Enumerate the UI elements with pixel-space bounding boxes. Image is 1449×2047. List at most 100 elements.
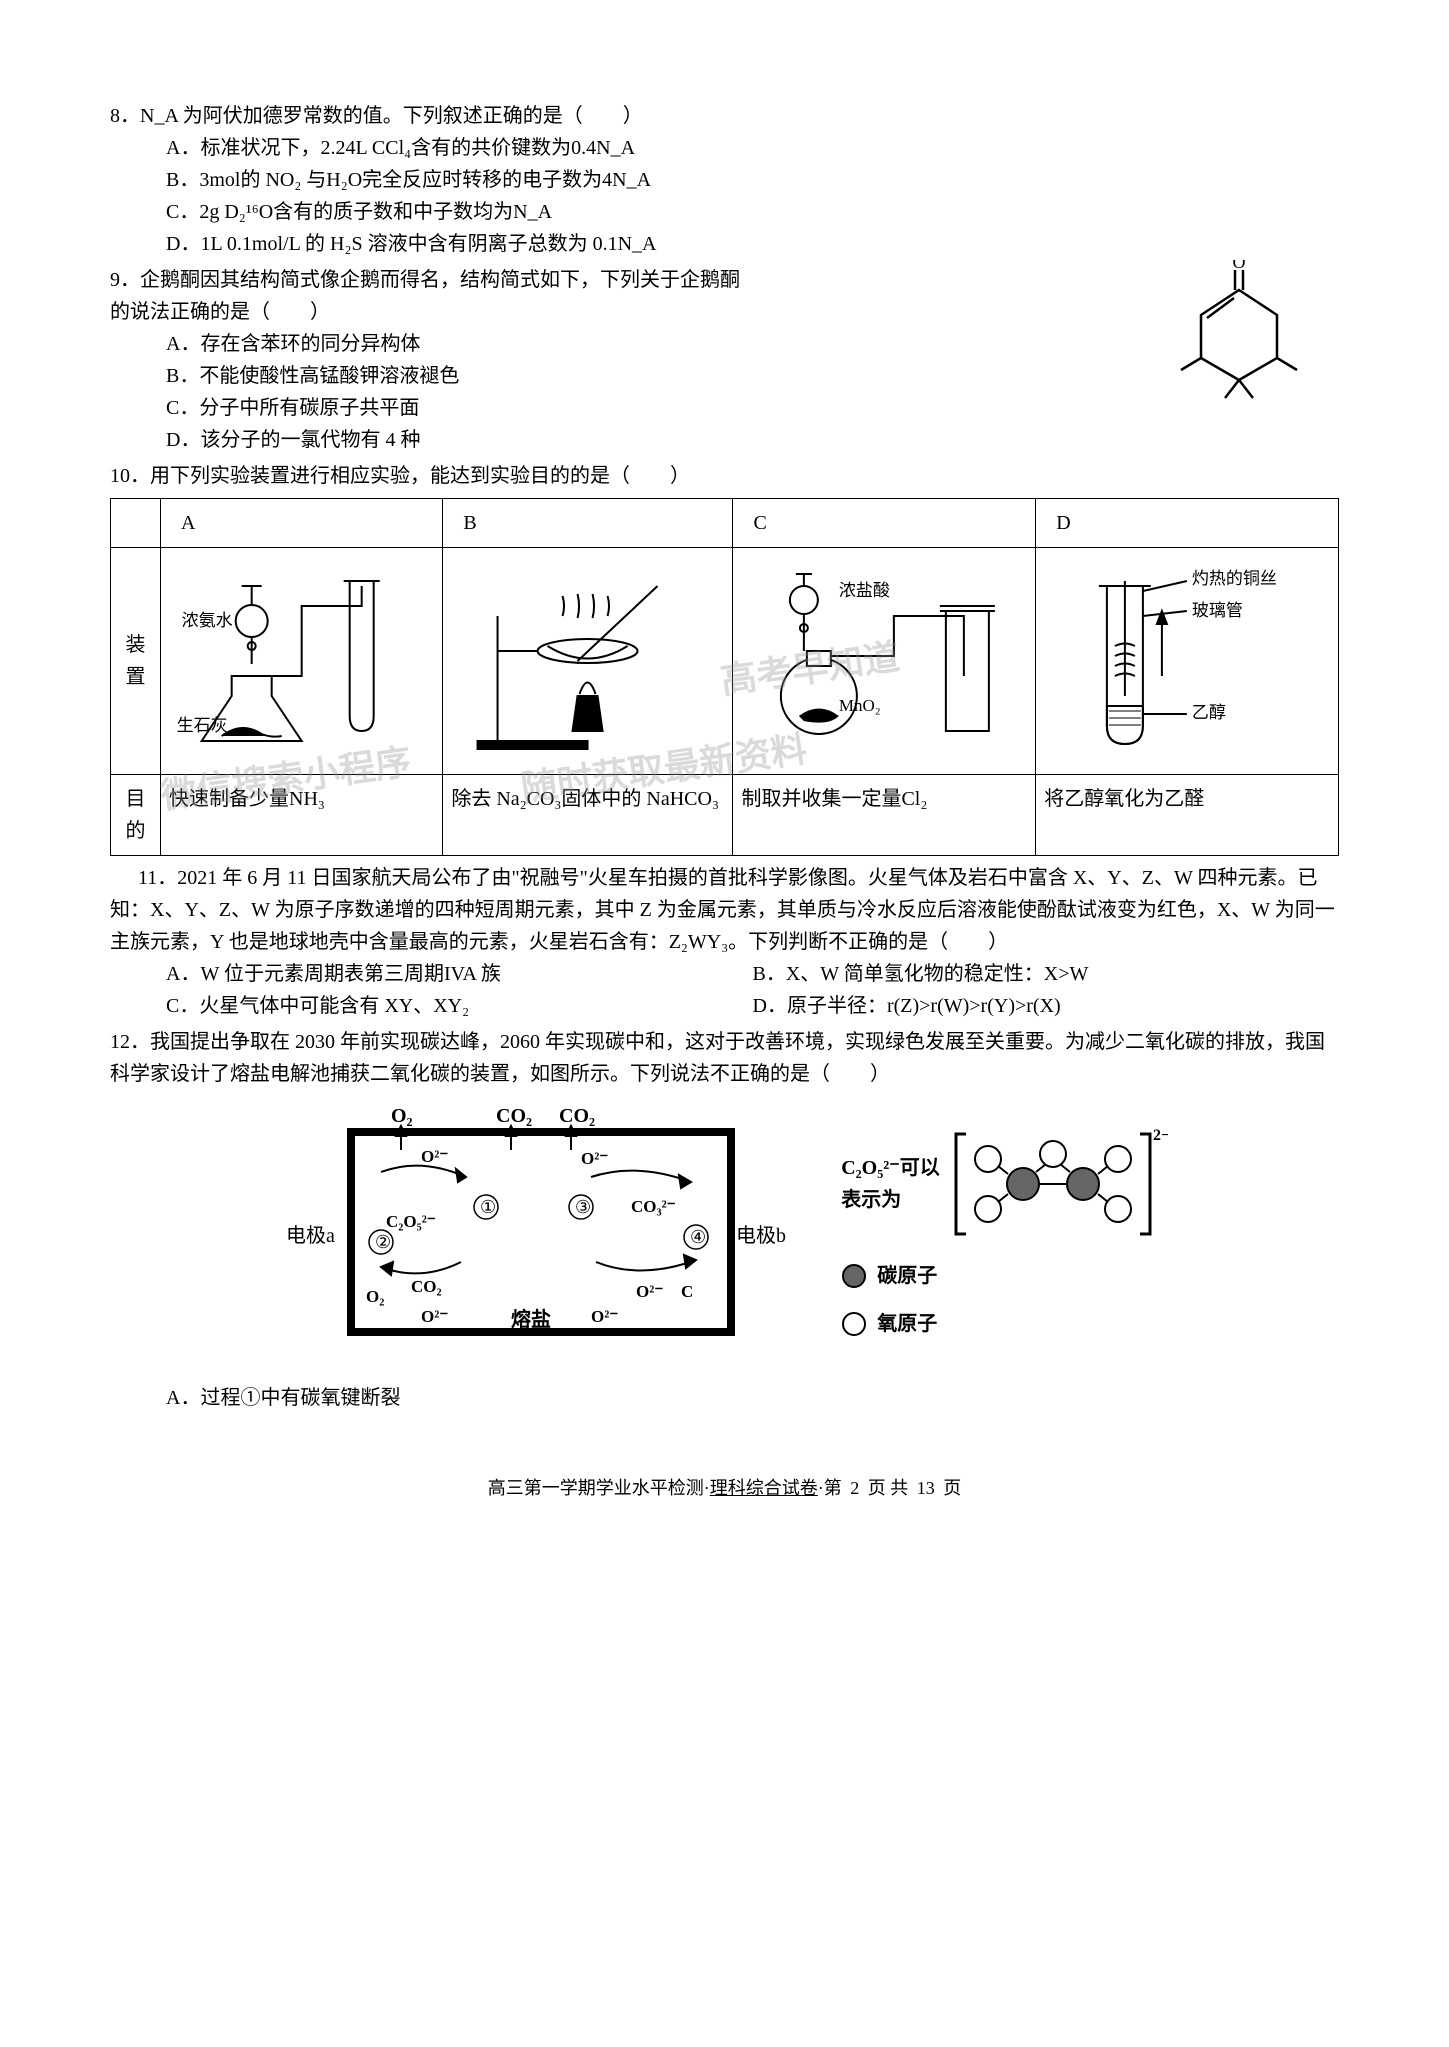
electrode-a-label: 电极a [286,1224,335,1247]
q10-stem: 10．用下列实验装置进行相应实验，能达到实验目的的是（ ） [110,460,1339,492]
penguin-ketone-structure: O [1169,260,1309,400]
table-corner-cell [111,499,161,548]
q8-option-d: D．1L 0.1mol/L 的 H₂S 溶液中含有阴离子总数为 0.1N_A [166,228,1339,260]
apparatus-a-icon: 浓氨水 生石灰 [169,556,434,756]
q11-option-a: A．W 位于元素周期表第三周期IVA 族 [166,958,753,990]
header-c: C [733,499,1036,548]
c2o5-structure-icon: 2− [948,1124,1168,1244]
label-ethanol: 乙醇 [1192,703,1226,722]
table-apparatus-row: 装 置 [111,548,1339,775]
label-hot-cu: 灼热的铜丝 [1192,569,1277,588]
footer-page-num: 2 [850,1478,859,1498]
apparatus-d-icon: 灼热的铜丝 玻璃管 乙醇 [1044,556,1330,756]
electrolysis-cell-icon: 电极a 电极b O₂ CO₂ CO₂ O²⁻ [281,1102,801,1362]
q9-stem1: 9．企鹅酮因其结构简式像企鹅而得名，结构简式如下，下列关于企鹅酮 [110,264,1339,296]
q11-option-b: B．X、W 简单氢化物的稳定性：X>W [753,958,1340,990]
q11-option-d: D．原子半径：r(Z)>r(W)>r(Y)>r(X) [753,990,1340,1022]
q11-stem: 11．2021 年 6 月 11 日国家航天局公布了由"祝融号"火星车拍摄的首批… [110,862,1339,958]
apparatus-c-cell: 浓盐酸 MnO₂ [733,548,1036,775]
legend-oxygen-text: 氧原子 [877,1308,937,1340]
q8-option-a: A．标准状况下，2.24L CCl₄含有的共价键数为0.4N_A [166,132,1339,164]
oxygen-atom-icon [841,1311,867,1337]
c2o5-label: C₂O₅²⁻ [386,1212,436,1231]
purpose-a: 快速制备少量NH₃ [161,775,443,856]
carbon-atom-icon [841,1263,867,1289]
molecule-icon: O [1169,260,1309,400]
circle-1: ① [480,1197,496,1217]
q9-stem2: 的说法正确的是（ ） [110,296,1339,328]
electrolysis-diagram-row: 电极a 电极b O₂ CO₂ CO₂ O²⁻ [110,1102,1339,1362]
q12-option-a: A．过程①中有碳氧键断裂 [166,1382,1339,1414]
o2minus-1: O²⁻ [421,1147,448,1166]
molten-salt-label: 熔盐 [511,1307,551,1331]
co2-top-2: CO₂ [559,1105,595,1127]
electrode-b-label: 电极b [736,1224,786,1247]
header-a: A [161,499,443,548]
footer-total: 13 [917,1478,935,1498]
legend-title: C₂O₅²⁻可以 表示为 [841,1152,940,1216]
q8-option-c: C．2g D₂¹⁶O含有的质子数和中子数均为N_A [166,196,1339,228]
o2minus-2: O²⁻ [581,1149,608,1168]
legend-carbon-row: 碳原子 [841,1260,1168,1292]
apparatus-b-icon [451,556,724,756]
legend-box: C₂O₅²⁻可以 表示为 2− [841,1124,1168,1340]
apparatus-table: A B C D 装 置 [110,498,1339,856]
question-12: 12．我国提出争取在 2030 年前实现碳达峰，2060 年实现碳中和，这对于改… [110,1026,1339,1414]
purpose-b: 除去 Na₂CO₃固体中的 NaHCO₃ [443,775,733,856]
label-glass-tube: 玻璃管 [1192,601,1243,620]
oxygen-label: O [1233,260,1246,272]
q9-options: A．存在含苯环的同分异构体 B．不能使酸性高锰酸钾溶液褪色 C．分子中所有碳原子… [110,328,1339,456]
q9-option-c: C．分子中所有碳原子共平面 [166,392,1339,424]
legend-carbon-text: 碳原子 [877,1260,937,1292]
o2-top: O₂ [391,1105,413,1127]
label-ammonia: 浓氨水 [182,611,233,630]
label-mno2: MnO₂ [839,696,881,715]
question-8: 8．N_A 为阿伏加德罗常数的值。下列叙述正确的是（ ） A．标准状况下，2.2… [110,100,1339,260]
purpose-c: 制取并收集一定量Cl₂ [733,775,1036,856]
legend-oxygen-row: 氧原子 [841,1308,1168,1340]
row-label-purpose: 目 的 [111,775,161,856]
footer-mid: 页 共 [868,1478,909,1498]
question-10: 10．用下列实验装置进行相应实验，能达到实验目的的是（ ） A B C D 装 … [110,460,1339,856]
q11-options: A．W 位于元素周期表第三周期IVA 族 B．X、W 简单氢化物的稳定性：X>W… [110,958,1339,1022]
q11-option-c: C．火星气体中可能含有 XY、XY₂ [166,990,753,1022]
header-b: B [443,499,733,548]
table-header-row: A B C D [111,499,1339,548]
co2-bottom: CO₂ [411,1277,442,1296]
apparatus-d-cell: 灼热的铜丝 玻璃管 乙醇 [1036,548,1339,775]
q9-option-b: B．不能使酸性高锰酸钾溶液褪色 [166,360,1339,392]
o2minus-b3: O²⁻ [636,1282,663,1301]
footer-underline: 理科综合试卷 [710,1478,818,1498]
circle-3: ③ [575,1197,591,1217]
q8-options: A．标准状况下，2.24L CCl₄含有的共价键数为0.4N_A B．3mol的… [110,132,1339,260]
q12-options: A．过程①中有碳氧键断裂 [110,1382,1339,1414]
question-11: 11．2021 年 6 月 11 日国家航天局公布了由"祝融号"火星车拍摄的首批… [110,862,1339,1022]
q8-option-b: B．3mol的 NO₂ 与H₂O完全反应时转移的电子数为4N_A [166,164,1339,196]
co3-label: CO₃²⁻ [631,1197,676,1216]
row-label-apparatus: 装 置 [111,548,161,775]
q9-option-a: A．存在含苯环的同分异构体 [166,328,1339,360]
page-footer: 高三第一学期学业水平检测·理科综合试卷·第 2 页 共 13 页 [110,1474,1339,1503]
header-d: D [1036,499,1339,548]
circle-4: ④ [690,1227,706,1247]
charge-label: 2− [1153,1127,1168,1144]
o2minus-b1: O²⁻ [421,1307,448,1326]
label-lime: 生石灰 [177,716,228,735]
circle-2: ② [375,1232,391,1252]
o2-bl: O₂ [366,1287,384,1306]
label-hcl: 浓盐酸 [839,581,890,600]
table-purpose-row: 目 的 快速制备少量NH₃ 除去 Na₂CO₃固体中的 NaHCO₃ 制取并收集… [111,775,1339,856]
apparatus-a-cell: 浓氨水 生石灰 [161,548,443,775]
apparatus-b-cell [443,548,733,775]
purpose-d: 将乙醇氧化为乙醛 [1036,775,1339,856]
co2-top-1: CO₂ [496,1105,532,1127]
footer-end: 页 [943,1478,961,1498]
footer-suffix: ·第 [818,1478,842,1498]
apparatus-c-icon: 浓盐酸 MnO₂ [741,556,1027,756]
q9-option-d: D．该分子的一氯代物有 4 种 [166,424,1339,456]
o2minus-b2: O²⁻ [591,1307,618,1326]
q8-stem: 8．N_A 为阿伏加德罗常数的值。下列叙述正确的是（ ） [110,100,1339,132]
c-label: C [681,1282,693,1301]
footer-prefix: 高三第一学期学业水平检测· [488,1478,710,1498]
question-9: 9．企鹅酮因其结构简式像企鹅而得名，结构简式如下，下列关于企鹅酮 的说法正确的是… [110,264,1339,456]
